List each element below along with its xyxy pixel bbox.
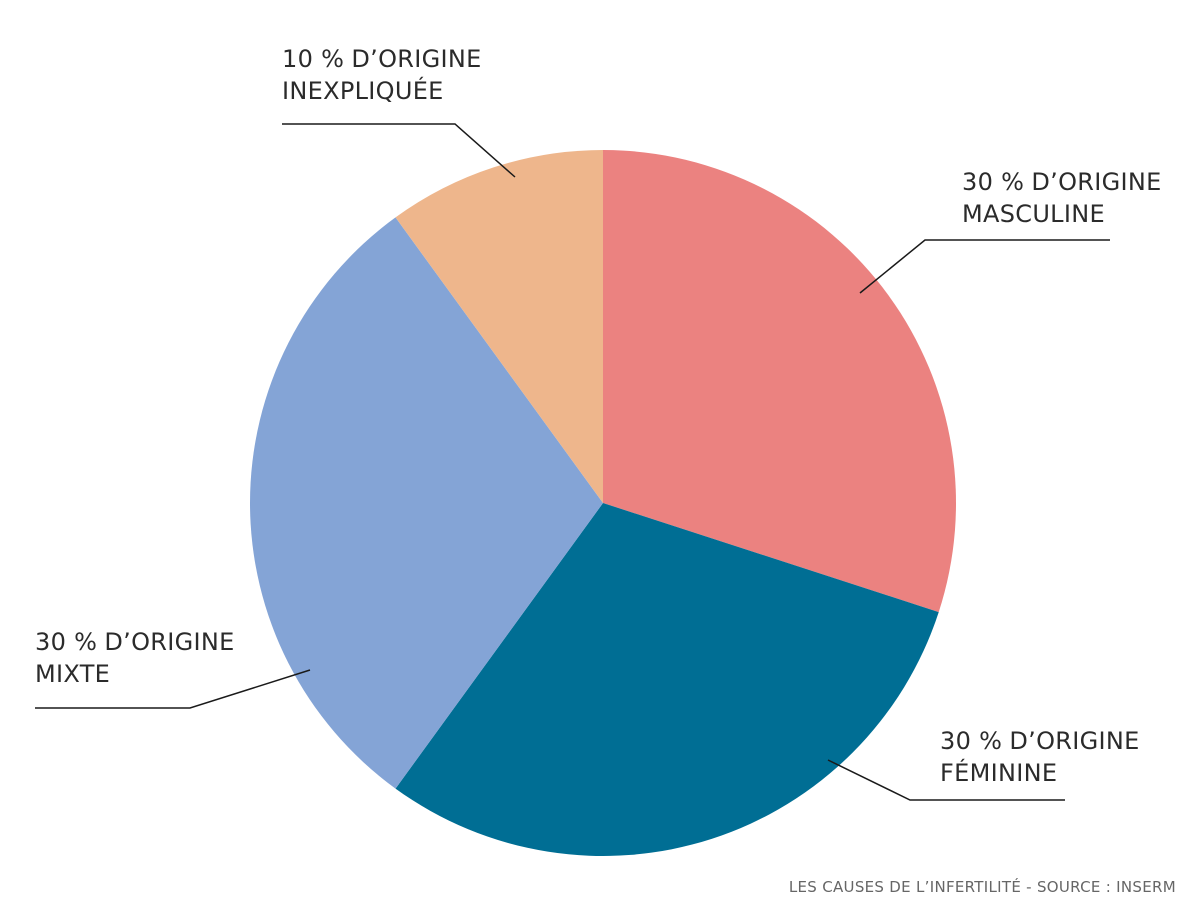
pie-slice xyxy=(249,217,603,789)
value-label: 30 % xyxy=(35,628,98,656)
caption: LES CAUSES DE L’INFERTILITÉ - SOURCE : I… xyxy=(788,878,1176,896)
leader-line xyxy=(859,239,1110,294)
value-label: 10 % xyxy=(282,45,345,73)
pie-slice xyxy=(395,150,603,503)
slice-label: 30 % D’ORIGINE MASCULINE xyxy=(962,166,1177,230)
slice-label: 10 % D’ORIGINE INEXPLIQUÉE xyxy=(282,43,497,107)
pie-slice xyxy=(603,150,957,613)
leader-line xyxy=(282,123,516,178)
category-label: D’ORIGINE MIXTE xyxy=(35,628,235,688)
slice-label: 30 % D’ORIGINE FÉMININE xyxy=(940,725,1155,789)
value-label: 30 % xyxy=(940,727,1003,755)
value-label: 30 % xyxy=(962,168,1025,196)
slice-label: 30 % D’ORIGINE MIXTE xyxy=(35,626,250,690)
category-label: D’ORIGINE MASCULINE xyxy=(962,168,1162,228)
pie xyxy=(249,150,957,856)
leader-line xyxy=(35,669,311,709)
category-label: D’ORIGINE FÉMININE xyxy=(940,727,1140,787)
leader-line xyxy=(827,759,1065,801)
category-label: D’ORIGINE INEXPLIQUÉE xyxy=(282,45,482,105)
pie-slice xyxy=(395,503,939,856)
